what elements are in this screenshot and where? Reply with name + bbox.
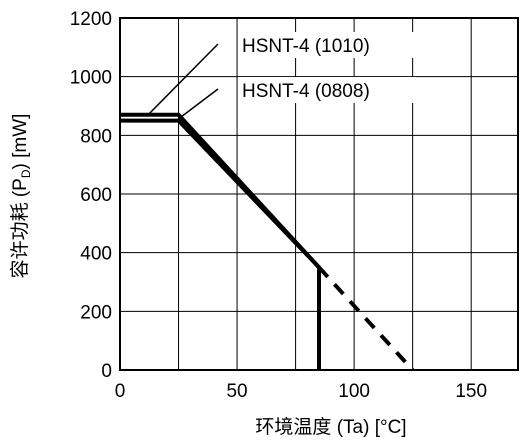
y-axis-label-main: 容许功耗 (P (9, 178, 31, 278)
x-tick-label: 50 (226, 381, 247, 402)
x-axis-label: 环境温度 (Ta) [°C] (255, 416, 406, 438)
y-axis-label-subscript: D (19, 169, 33, 178)
annotation-background (238, 32, 416, 58)
y-axis-label-tail: ) [mW] (10, 114, 31, 170)
annotation-label: HSNT-4 (1010) (242, 36, 370, 57)
annotation-leader-line (147, 43, 219, 116)
series-line (120, 112, 321, 370)
annotation-leader-line (178, 88, 219, 120)
y-tick-label: 1000 (70, 68, 112, 89)
series-extrapolation-dashed (317, 265, 415, 372)
y-tick-label: 0 (101, 361, 112, 382)
tick-labels: 0 200 400 600 800 1000 1200 0 50 100 150 (70, 9, 487, 402)
y-tick-label: 1200 (70, 9, 112, 30)
series-line (120, 118, 321, 269)
y-tick-label: 600 (80, 185, 112, 206)
y-tick-label: 800 (80, 126, 112, 147)
series-layer (120, 112, 415, 372)
annotation-layer: HSNT-4 (1010) HSNT-4 (0808) (147, 32, 416, 120)
y-axis-label: 容许功耗 (PD) [mW] (9, 114, 33, 279)
x-tick-label: 100 (338, 381, 370, 402)
x-tick-label: 150 (455, 381, 487, 402)
x-tick-label: 0 (115, 381, 126, 402)
plot-frame (119, 17, 519, 371)
annotation-label: HSNT-4 (0808) (242, 81, 370, 102)
y-tick-label: 200 (80, 302, 112, 323)
annotation-background (238, 77, 416, 103)
y-tick-label: 400 (80, 244, 112, 265)
